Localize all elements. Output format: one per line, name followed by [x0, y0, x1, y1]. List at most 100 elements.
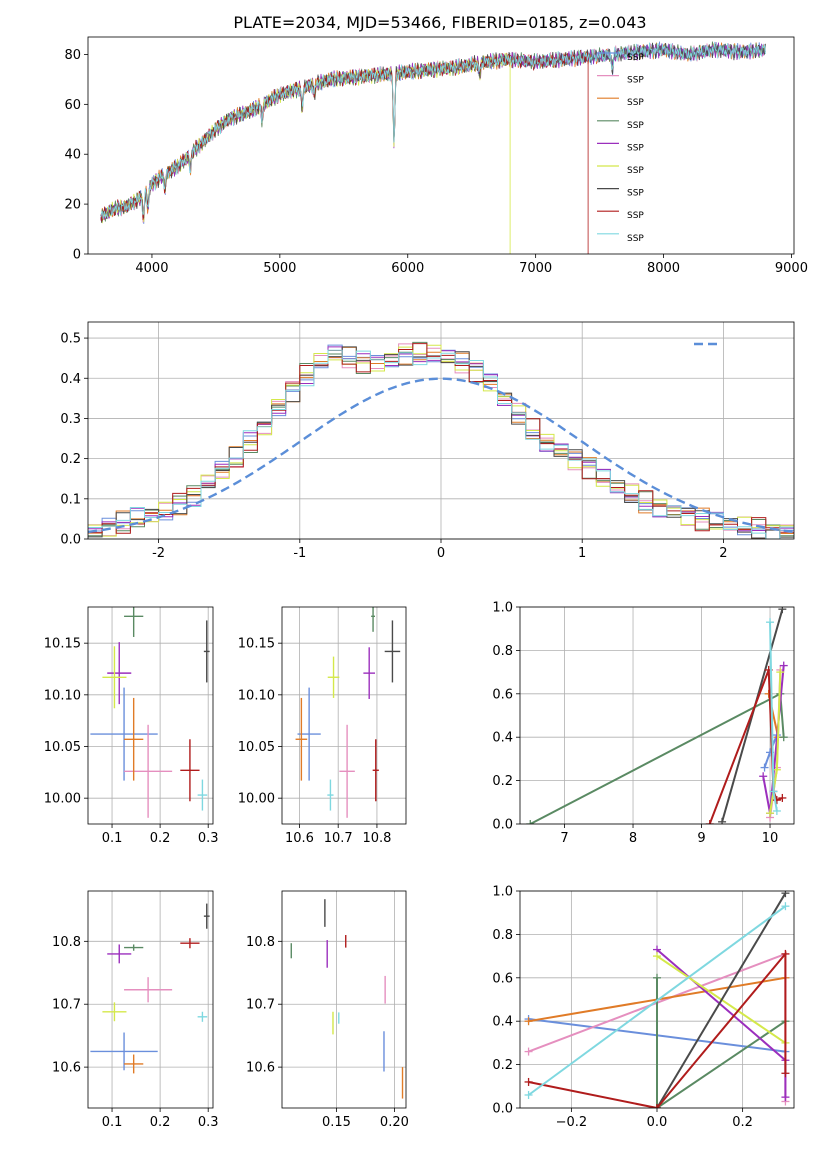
weight-line: [656, 977, 786, 1108]
axes-frame: [87, 606, 214, 825]
x-tick-label: 10.8: [362, 831, 391, 846]
y-tick-label: 60: [64, 98, 81, 113]
weight-line: [528, 905, 786, 1096]
y-tick-label: 0.2: [492, 774, 513, 789]
x-tick-label: 0.2: [150, 1115, 171, 1130]
x-tick-label: 10: [762, 831, 779, 846]
x-tick-label: 9000: [775, 261, 808, 276]
plot-area: [90, 903, 210, 1074]
mass-weight-vs-z-panel: −0.2 0.0 0.2 0.0 0.2 0.4 0.6 0.8 1.0: [492, 885, 795, 1130]
y-tick-label: 80: [64, 48, 81, 63]
x-tick-label: 0.15: [322, 1115, 351, 1130]
y-tick-label: 0: [73, 248, 81, 263]
weight-line: [656, 892, 787, 1108]
legend-label: SSP: [627, 98, 644, 108]
legend-label-sub: SSP: [627, 166, 644, 176]
histogram-step: [88, 349, 794, 539]
y-tick-label: 0.5: [60, 332, 81, 347]
y-tick-label: 10.6: [246, 1061, 275, 1076]
y-tick-label: 10.7: [52, 998, 81, 1013]
axes-frame: [519, 890, 795, 1109]
axes-frame: [87, 321, 795, 540]
legend-label: SSP: [627, 234, 644, 244]
age-vs-z-panel: 0.1 0.2 0.3 10.00 10.05 10.10 10.15: [44, 606, 219, 846]
x-tick-label: 9: [697, 831, 705, 846]
y-tick-label: 0.2: [492, 1058, 513, 1073]
histogram-step: [88, 346, 794, 539]
legend-label-sub: SSP: [627, 189, 644, 199]
y-tick-label: 0.0: [492, 818, 513, 833]
plot-area: [100, 41, 766, 254]
x-tick-label: 0.3: [198, 1115, 219, 1130]
y-tick-label: 0.2: [60, 452, 81, 467]
y-tick-label: 10.05: [238, 740, 275, 755]
y-tick-label: 10.00: [44, 792, 81, 807]
y-tick-label: 1.0: [492, 885, 513, 900]
spectrum-legend: SSP SSP SSP SSP SSP SSP SSP SSP SSP: [597, 52, 644, 244]
y-tick-label: 10.00: [238, 792, 275, 807]
x-tick-label: 0.3: [198, 831, 219, 846]
weight-line: [529, 692, 785, 824]
legend-label: SSP: [627, 53, 644, 63]
x-tick-label: −0.2: [556, 1115, 588, 1130]
y-tick-label: 10.10: [44, 688, 81, 703]
y-tick-label: 0.8: [492, 644, 513, 659]
plot-area: [295, 607, 401, 818]
x-tick-label: -2: [152, 546, 165, 561]
x-tick-label: 10.7: [324, 831, 353, 846]
x-tick-label: 7: [560, 831, 568, 846]
legend-label-sub: SSP: [627, 234, 644, 244]
x-tick-label: 1: [578, 546, 586, 561]
legend-label-sub: SSP: [627, 53, 644, 63]
y-tick-label: 0.4: [492, 731, 513, 746]
y-tick-label: 0.0: [492, 1102, 513, 1117]
y-tick-label: 0.8: [492, 928, 513, 943]
legend-label-sub: SSP: [627, 98, 644, 108]
y-tick-label: 0.6: [492, 687, 513, 702]
y-tick-label: 10.05: [44, 740, 81, 755]
plot-area: [526, 607, 788, 824]
mass-vs-z-panel: 0.1 0.2 0.3 10.6 10.7 10.8: [52, 890, 219, 1130]
y-tick-label: 10.8: [246, 935, 275, 950]
weight-line: [528, 951, 787, 1108]
axes-frame: [281, 606, 407, 825]
y-tick-label: 0.4: [492, 1015, 513, 1030]
spectrum-line-kroupa-stelib: [100, 41, 766, 220]
x-tick-label: 2: [719, 546, 727, 561]
axes-frame: [87, 890, 214, 1109]
legend-label: SSP: [627, 166, 644, 176]
plot-area: [290, 899, 404, 1099]
x-tick-label: 0.1: [102, 831, 123, 846]
x-tick-label: 0.2: [732, 1115, 753, 1130]
legend-label: SSP: [627, 143, 644, 153]
y-tick-label: 10.8: [52, 935, 81, 950]
legend-label-sub: SSP: [627, 143, 644, 153]
x-tick-label: 5000: [263, 261, 296, 276]
x-tick-label: 4000: [135, 261, 168, 276]
x-tick-label: 0.20: [380, 1115, 409, 1130]
x-tick-label: 0.0: [647, 1115, 668, 1130]
x-tick-label: 7000: [519, 261, 552, 276]
y-tick-label: 40: [64, 148, 81, 163]
legend-label-sub: SSP: [627, 76, 644, 86]
y-tick-label: 1.0: [492, 601, 513, 616]
legend-label: SSP: [627, 211, 644, 221]
x-tick-label: 8000: [647, 261, 680, 276]
axes-frame: [87, 36, 795, 255]
plot-area: [88, 341, 794, 539]
x-tick-label: 8: [629, 831, 637, 846]
y-tick-label: 20: [64, 198, 81, 213]
axes-frame: [281, 890, 407, 1109]
x-tick-label: 0.1: [102, 1115, 123, 1130]
legend-label-sub: SSP: [627, 211, 644, 221]
y-tick-label: 10.10: [238, 688, 275, 703]
legend-label: SSP: [627, 121, 644, 131]
x-tick-label: -1: [293, 546, 306, 561]
y-tick-label: 0.3: [60, 412, 81, 427]
y-tick-label: 0.4: [60, 372, 81, 387]
residuals-panel: -2 -1 0 1 2 0.0 0.1 0.2 0.3 0.4 0.5: [60, 321, 795, 561]
mass-weight-vs-age-panel: 7 8 9 10 0.0 0.2 0.4 0.6 0.8 1.0: [492, 601, 795, 846]
y-tick-label: 10.15: [44, 637, 81, 652]
legend-label-sub: SSP: [627, 121, 644, 131]
